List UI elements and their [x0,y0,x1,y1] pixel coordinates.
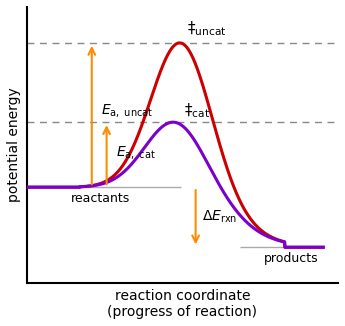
Text: $\Delta E_{\mathrm{rxn}}$: $\Delta E_{\mathrm{rxn}}$ [201,209,237,225]
Text: ‡$_{\mathrm{cat}}$: ‡$_{\mathrm{cat}}$ [184,101,210,120]
Text: products: products [264,252,318,265]
Text: ‡$_{\mathrm{uncat}}$: ‡$_{\mathrm{uncat}}$ [187,20,226,38]
Text: $E_{\mathrm{a,\ uncat}}$: $E_{\mathrm{a,\ uncat}}$ [101,102,153,119]
Text: reactants: reactants [71,192,130,205]
Text: $E_{\mathrm{a,\ cat}}$: $E_{\mathrm{a,\ cat}}$ [116,144,155,161]
X-axis label: reaction coordinate
(progress of reaction): reaction coordinate (progress of reactio… [107,289,257,319]
Y-axis label: potential energy: potential energy [7,88,21,202]
